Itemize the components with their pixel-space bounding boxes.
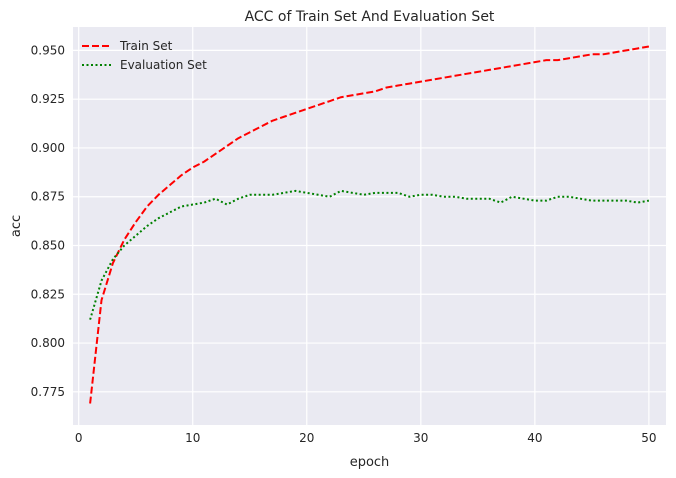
y-tick-label: 0.850 — [31, 239, 65, 253]
legend-train-label: Train Set — [119, 39, 173, 53]
plot-area — [73, 27, 666, 425]
tick-labels: 0 10 20 30 40 50 0.775 0.800 0.825 0.850 0.875 0.90… — [31, 43, 657, 445]
legend-eval-label: Evaluation Set — [120, 58, 207, 72]
x-tick-label: 20 — [299, 431, 314, 445]
y-tick-label: 0.950 — [31, 43, 65, 57]
x-tick-label: 30 — [413, 431, 428, 445]
legend: Train Set Evaluation Set — [82, 39, 207, 72]
series-lines — [89, 45, 650, 404]
x-axis-label: epoch — [350, 455, 390, 470]
y-tick-label: 0.800 — [31, 336, 65, 350]
evaluation-set-line — [89, 189, 650, 320]
y-axis-label: acc — [9, 215, 24, 237]
train-set-line — [89, 45, 650, 404]
chart-title: ACC of Train Set And Evaluation Set — [245, 9, 495, 25]
x-tick-label: 10 — [185, 431, 200, 445]
y-tick-label: 0.900 — [31, 141, 65, 155]
y-tick-label: 0.925 — [31, 92, 65, 106]
x-tick-label: 50 — [641, 431, 656, 445]
y-tick-label: 0.825 — [31, 287, 65, 301]
x-tick-label: 0 — [75, 431, 83, 445]
y-tick-label: 0.775 — [31, 385, 65, 399]
grid — [73, 27, 666, 425]
y-tick-label: 0.875 — [31, 190, 65, 204]
x-tick-label: 40 — [527, 431, 542, 445]
